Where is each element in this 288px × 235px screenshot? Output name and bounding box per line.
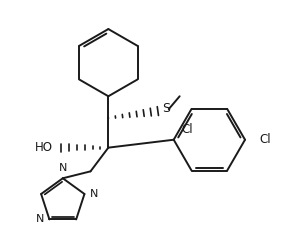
Text: Cl: Cl: [259, 133, 270, 146]
Text: HO: HO: [35, 141, 53, 154]
Text: N: N: [36, 214, 44, 224]
Text: Cl: Cl: [182, 123, 193, 136]
Text: N: N: [58, 163, 67, 173]
Text: S: S: [162, 102, 170, 115]
Text: N: N: [89, 189, 98, 199]
